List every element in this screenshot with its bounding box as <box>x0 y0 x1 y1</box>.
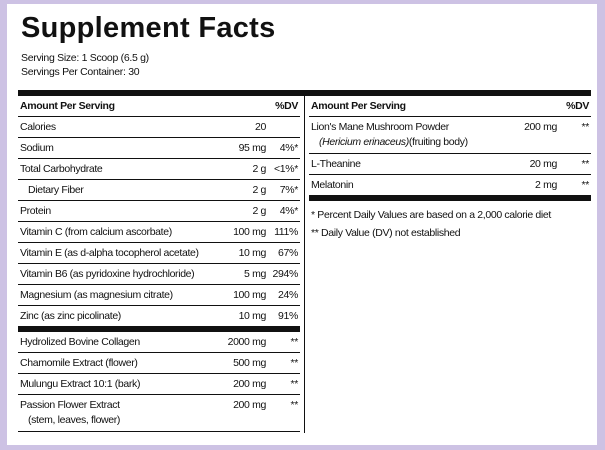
nutrient-name: Chamomile Extract (flower) <box>20 357 138 369</box>
amount: 100 mg <box>233 289 266 301</box>
nutrient-row: Vitamin C (from calcium ascorbate) 100 mg… <box>18 222 300 243</box>
daily-value: <1%* <box>274 163 298 175</box>
nutrient-name: Vitamin C (from calcium ascorbate) <box>20 226 172 238</box>
nutrient-row: Chamomile Extract (flower) 500 mg ** <box>18 353 300 374</box>
nutrient-detail: (stem, leaves, flower) <box>28 414 120 426</box>
serving-size: Serving Size: 1 Scoop (6.5 g) <box>21 52 149 64</box>
plant-part: (fruiting body) <box>408 136 468 148</box>
label-panel: Supplement Facts Serving Size: 1 Scoop (… <box>7 4 597 445</box>
daily-value: ** <box>290 336 299 348</box>
nutrient-name: Total Carbohydrate <box>20 163 103 175</box>
nutrient-name: Lion's Mane Mushroom Powder <box>311 121 449 133</box>
nutrient-row: Lion's Mane Mushroom Powder 200 mg ** (Heri… <box>309 117 591 154</box>
nutrient-row: Calories 20 <box>18 117 300 138</box>
nutrient-row: Vitamin B6 (as pyridoxine hydrochloride)… <box>18 264 300 285</box>
header-amount: Amount Per Serving <box>311 100 406 112</box>
daily-value: 4%* <box>279 142 299 154</box>
amount: 200 mg <box>524 121 557 133</box>
nutrient-row: Sodium 95 mg 4%* <box>18 138 300 159</box>
servings-per-container: Servings Per Container: 30 <box>21 66 140 78</box>
nutrient-row: Vitamin E (as d-alpha tocopherol acetate… <box>18 243 300 264</box>
header-dv: %DV <box>275 100 298 112</box>
header-dv: %DV <box>566 100 589 112</box>
daily-value: 4%* <box>279 205 299 217</box>
latin-name: (Hericium erinaceus) <box>319 136 409 148</box>
thick-rule <box>18 90 591 96</box>
amount: 20 mg <box>529 158 558 170</box>
nutrient-name: Vitamin E (as d-alpha tocopherol acetate… <box>20 247 199 259</box>
right-column: Amount Per Serving %DV Lion's Mane Mushroo… <box>309 96 591 245</box>
group-rule <box>309 196 591 201</box>
amount: 200 mg <box>233 399 266 411</box>
nutrient-row: Melatonin 2 mg ** <box>309 175 591 196</box>
daily-value: ** <box>290 399 299 411</box>
header-amount: Amount Per Serving <box>20 100 115 112</box>
nutrient-name: Dietary Fiber <box>28 184 84 196</box>
column-header: Amount Per Serving %DV <box>18 96 300 117</box>
amount: 20 <box>255 121 266 133</box>
nutrient-name: L-Theanine <box>311 158 361 170</box>
nutrient-row: Dietary Fiber 2 g 7%* <box>18 180 300 201</box>
amount: 95 mg <box>238 142 267 154</box>
daily-value: 67% <box>278 247 298 259</box>
daily-value: ** <box>581 158 590 170</box>
daily-value: 111% <box>274 226 298 238</box>
daily-value: 91% <box>278 310 298 322</box>
nutrient-name: Protein <box>20 205 51 217</box>
daily-value: 7%* <box>279 184 299 196</box>
left-column: Amount Per Serving %DV Calories 20 Sodium 95 … <box>18 96 300 432</box>
nutrient-name: Vitamin B6 (as pyridoxine hydrochloride) <box>20 268 195 280</box>
nutrient-row: Magnesium (as magnesium citrate) 100 mg 24… <box>18 285 300 306</box>
daily-value: ** <box>290 378 299 390</box>
nutrient-name: Passion Flower Extract <box>20 399 120 411</box>
daily-value: 294% <box>272 268 299 280</box>
nutrient-name: Hydrolized Bovine Collagen <box>20 336 140 348</box>
nutrient-name: Mulungu Extract 10:1 (bark) <box>20 378 141 390</box>
nutrient-row: Hydrolized Bovine Collagen 2000 mg ** <box>18 332 300 353</box>
daily-value: 24% <box>278 289 298 301</box>
nutrient-row: Mulungu Extract 10:1 (bark) 200 mg ** <box>18 374 300 395</box>
nutrient-row: Zinc (as zinc picolinate) 10 mg 91% <box>18 306 300 327</box>
daily-value: ** <box>290 357 299 369</box>
amount: 2 g <box>252 163 266 175</box>
amount: 2 g <box>252 205 266 217</box>
amount: 2 mg <box>535 179 557 191</box>
nutrient-detail: (Hericium erinaceus)(fruiting body) <box>319 136 468 148</box>
nutrient-row: Passion Flower Extract 200 mg ** (stem, lea… <box>18 395 300 432</box>
nutrient-name: Magnesium (as magnesium citrate) <box>20 289 173 301</box>
daily-value: ** <box>581 179 590 191</box>
nutrient-row: Protein 2 g 4%* <box>18 201 300 222</box>
footnotes: * Percent Daily Values are based on a 2,… <box>309 201 591 239</box>
title: Supplement Facts <box>21 12 276 44</box>
amount: 10 mg <box>238 310 267 322</box>
amount: 200 mg <box>233 378 266 390</box>
footnote: * Percent Daily Values are based on a 2,… <box>311 209 551 221</box>
amount: 10 mg <box>238 247 267 259</box>
nutrient-row: Total Carbohydrate 2 g <1%* <box>18 159 300 180</box>
nutrient-name: Calories <box>20 121 56 133</box>
group-rule <box>18 327 300 332</box>
daily-value: ** <box>581 121 590 133</box>
amount: 100 mg <box>233 226 266 238</box>
column-divider <box>304 96 305 433</box>
amount: 5 mg <box>244 268 266 280</box>
column-header: Amount Per Serving %DV <box>309 96 591 117</box>
nutrient-name: Sodium <box>20 142 54 154</box>
nutrient-row: L-Theanine 20 mg ** <box>309 154 591 175</box>
amount: 500 mg <box>233 357 266 369</box>
footnote: ** Daily Value (DV) not established <box>311 227 461 239</box>
amount: 2000 mg <box>227 336 267 348</box>
nutrient-name: Melatonin <box>311 179 354 191</box>
nutrient-name: Zinc (as zinc picolinate) <box>20 310 121 322</box>
plant-part: (stem, leaves, flower) <box>28 414 121 426</box>
amount: 2 g <box>252 184 266 196</box>
